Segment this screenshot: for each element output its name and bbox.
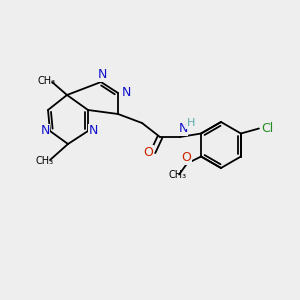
Text: N: N	[121, 86, 131, 100]
Text: O: O	[181, 151, 191, 164]
Text: N: N	[88, 124, 98, 137]
Text: CH₃: CH₃	[36, 156, 54, 166]
Text: CH₃: CH₃	[168, 170, 186, 181]
Text: Cl: Cl	[261, 122, 273, 135]
Text: CH₃: CH₃	[38, 76, 56, 86]
Text: N: N	[40, 124, 50, 137]
Text: O: O	[143, 146, 153, 158]
Text: H: H	[187, 118, 195, 128]
Text: N: N	[97, 68, 107, 82]
Text: N: N	[178, 122, 188, 136]
